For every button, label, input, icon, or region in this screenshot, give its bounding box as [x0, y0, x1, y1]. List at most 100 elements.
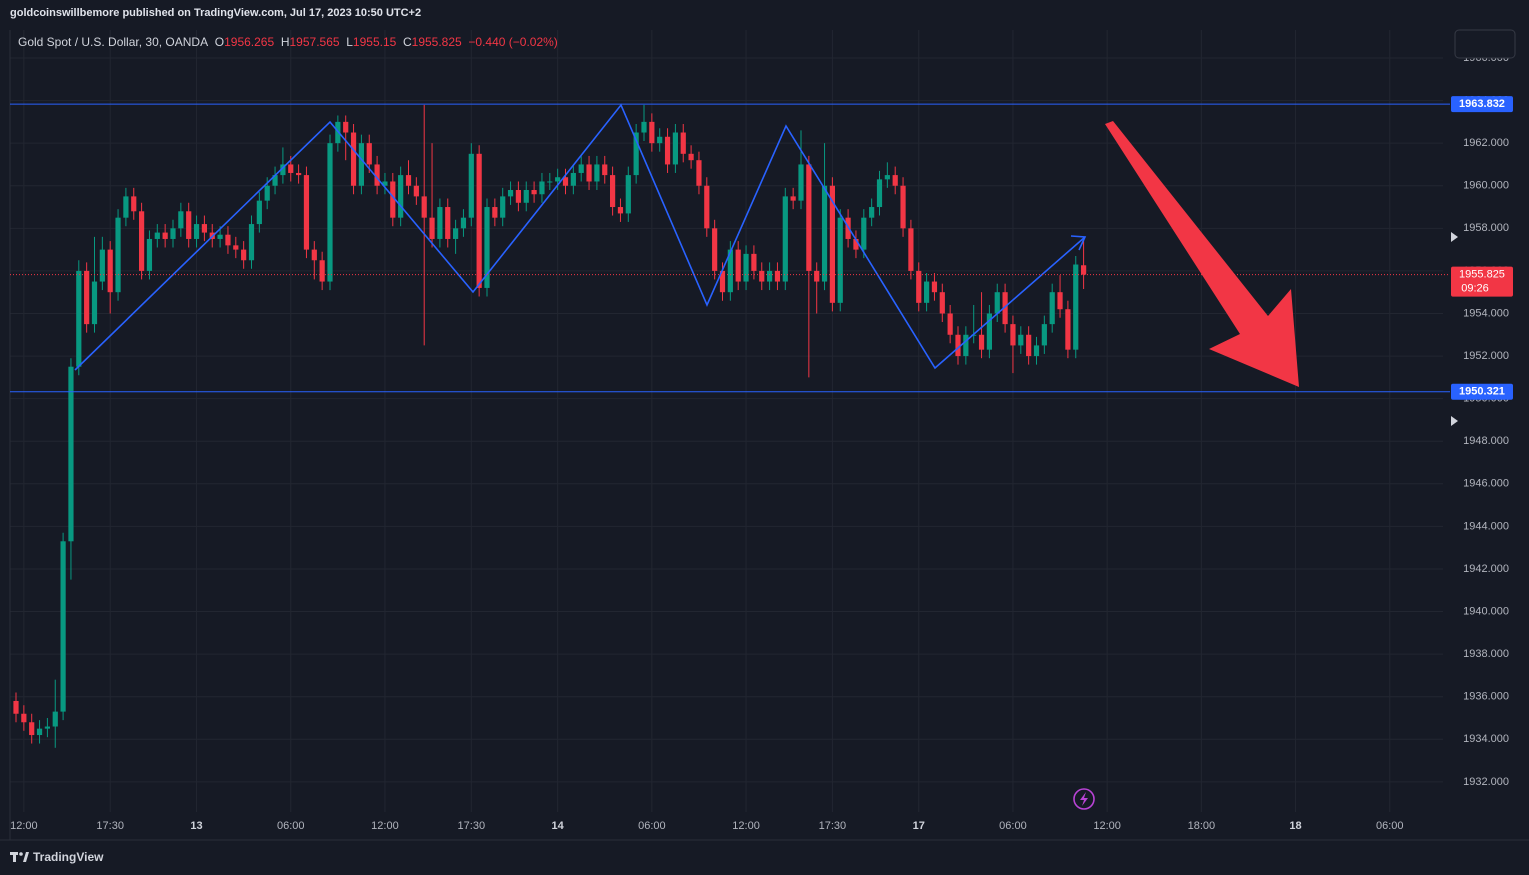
candle-body [13, 700, 19, 714]
candle-body [955, 334, 961, 357]
candle-body [358, 143, 364, 186]
candle-body [578, 164, 584, 173]
countdown: 09:26 [1461, 283, 1489, 295]
candle-body [696, 160, 702, 186]
ohlc-value: 1955.825 [411, 35, 462, 49]
y-tick-label: 1954.000 [1463, 307, 1509, 319]
candle-body [1073, 264, 1079, 350]
candle-body [555, 177, 561, 182]
candle-body [586, 164, 592, 182]
ohlc-label: O [214, 35, 225, 49]
ohlc-label: L [346, 35, 353, 49]
candle-body [382, 181, 388, 186]
x-tick-label: 18 [1289, 820, 1301, 832]
candle-body [44, 726, 50, 729]
scale-marker [1451, 416, 1458, 426]
candle-body [280, 164, 286, 176]
candle-body [782, 196, 788, 282]
y-tick-label: 1958.000 [1463, 222, 1509, 234]
candle-body [916, 270, 922, 303]
replay-icon[interactable] [1073, 788, 1095, 810]
x-tick-label: 12:00 [371, 820, 399, 832]
price-line-box [1451, 383, 1513, 400]
candle-body [1049, 292, 1055, 325]
candle-body [186, 211, 192, 239]
candle-body [547, 181, 553, 183]
candle-body [924, 281, 930, 303]
candle-body [154, 232, 160, 239]
candle-body [751, 253, 757, 271]
candle-body [123, 196, 129, 218]
candle-body [21, 713, 27, 723]
candle-body [908, 228, 914, 271]
candle-body [1033, 345, 1040, 357]
x-tick-label: 06:00 [277, 820, 305, 832]
y-tick-label: 1942.000 [1463, 563, 1509, 575]
x-tick-label: 12:00 [10, 820, 38, 832]
candle-body [680, 132, 686, 154]
candle-body [248, 224, 255, 261]
y-tick-label: 1948.000 [1463, 435, 1509, 447]
candle-body [570, 172, 576, 186]
ohlc-value: 1956.265 [224, 35, 275, 49]
candle-body [405, 175, 412, 186]
candle-body [484, 207, 490, 288]
candle-body [288, 164, 294, 173]
x-tick-label: 06:00 [638, 820, 666, 832]
candle-body [256, 200, 262, 225]
candle-body [649, 121, 655, 144]
symbol: Gold Spot / U.S. Dollar, 30, OANDA [18, 35, 209, 49]
candle-body [29, 722, 35, 736]
candle-body [162, 232, 168, 239]
y-tick-label: 1962.000 [1463, 137, 1509, 149]
candle-body [523, 189, 529, 203]
last-price-label: 1955.825 [1459, 269, 1505, 281]
candle-body [821, 185, 828, 282]
candle-body [963, 334, 969, 357]
candle-body [688, 153, 694, 161]
candle-body [539, 181, 545, 195]
candle-body [374, 164, 380, 186]
x-tick-label: 06:00 [999, 820, 1027, 832]
candle-body [398, 175, 404, 218]
candle-body [602, 164, 608, 176]
candle-body [657, 136, 663, 144]
candle-body [468, 153, 474, 218]
candle-body [853, 238, 859, 250]
brand: TradingView [33, 850, 104, 864]
candle-body [617, 207, 624, 214]
candle-body [594, 164, 600, 182]
candle-body [759, 270, 765, 282]
candle-body [939, 292, 945, 314]
y-tick-label: 1940.000 [1463, 605, 1509, 617]
price-line-label: 1963.832 [1459, 98, 1505, 110]
zigzag-line [74, 103, 1086, 371]
candle-body [170, 228, 176, 239]
candle-body [52, 711, 58, 727]
candle-body [429, 217, 435, 239]
candle-body [84, 270, 90, 325]
candle-body [704, 185, 710, 229]
candle-body [814, 270, 820, 282]
y-tick-label: 1936.000 [1463, 691, 1509, 703]
change: −0.440 (−0.02%) [468, 35, 558, 49]
candle-body [515, 189, 521, 203]
candle-body [892, 175, 898, 186]
candle-body [437, 207, 443, 239]
ohlc-value: 1955.15 [352, 35, 397, 49]
candle-body [319, 260, 325, 282]
x-tick-label: 12:00 [732, 820, 760, 832]
candle-body [806, 164, 812, 271]
candle-body [876, 179, 883, 208]
scale-button[interactable] [1454, 29, 1516, 59]
candle-body [272, 175, 278, 186]
candle-body [767, 270, 773, 282]
y-tick-label: 1934.000 [1463, 733, 1509, 745]
y-tick-label: 1932.000 [1463, 776, 1509, 788]
candle-body [1057, 292, 1063, 310]
candle-body [178, 211, 184, 229]
candle-body [931, 281, 938, 293]
candle-body [350, 132, 357, 186]
x-tick-label: 06:00 [1376, 820, 1404, 832]
candle-body [610, 175, 616, 208]
